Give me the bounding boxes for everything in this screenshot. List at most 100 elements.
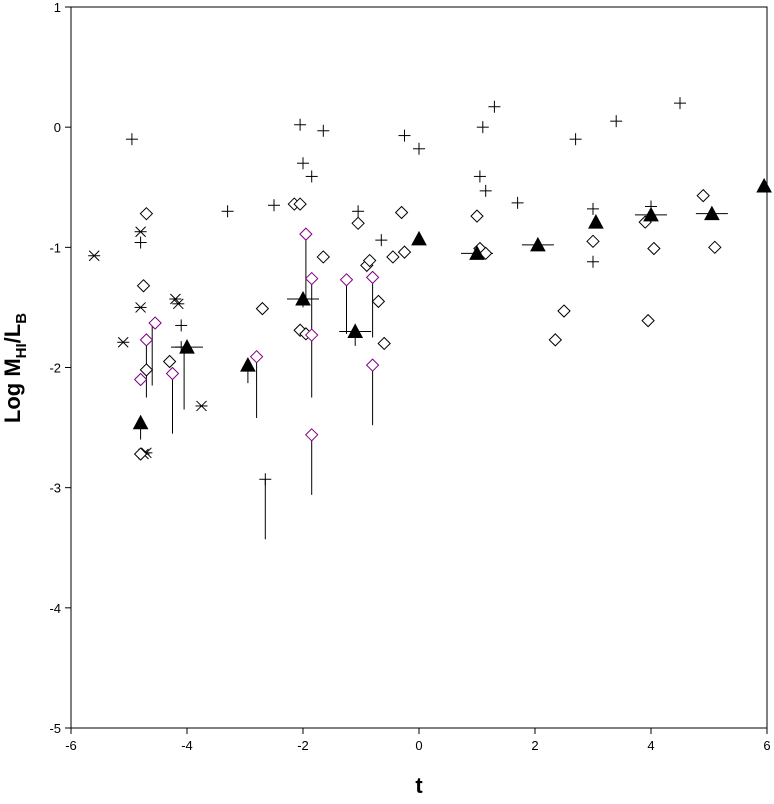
y-axis-title: Log MHI/LB [0, 313, 30, 423]
y-axis-title-sub1: HI [13, 343, 30, 358]
diamond-marker [139, 333, 154, 347]
x-tick-label: -6 [65, 738, 77, 753]
plus-marker [476, 121, 489, 134]
x-tick-label: 0 [415, 738, 422, 753]
triangle-marker [756, 177, 772, 193]
y-tick-label: -1 [49, 240, 61, 255]
triangle-marker [643, 206, 659, 222]
plus-marker [175, 319, 188, 332]
plus-marker [259, 473, 272, 486]
plot-area [70, 6, 768, 729]
plus-marker [352, 205, 365, 218]
y-axis-title-main: Log M [0, 358, 25, 423]
plus-marker [294, 118, 307, 131]
plus-marker [587, 255, 599, 268]
plus-marker [305, 170, 318, 183]
plus-marker [398, 129, 411, 142]
triangle-marker [469, 245, 485, 260]
plus-marker [317, 124, 330, 137]
x-tick-label: 2 [531, 738, 538, 753]
diamond-marker [470, 209, 484, 223]
triangle-marker [347, 323, 364, 338]
diamond-marker [647, 241, 661, 256]
triangle-marker [179, 339, 195, 354]
x-tick-label: -4 [181, 738, 193, 753]
plus-marker [610, 115, 623, 128]
plus-marker [674, 97, 686, 110]
diamond-marker [162, 354, 177, 369]
triangle-marker [240, 357, 256, 372]
diamond-marker [148, 316, 162, 330]
diamond-marker [133, 447, 148, 461]
diamond-marker [586, 234, 600, 249]
diamond-marker [641, 313, 655, 328]
diamond-marker [249, 349, 264, 364]
data-markers [88, 97, 772, 486]
diamond-marker [133, 372, 148, 387]
y-tick-label: -4 [49, 601, 61, 616]
y-axis-title-sep: /L [0, 324, 25, 344]
diamond-marker [386, 250, 400, 264]
plus-marker [479, 184, 492, 197]
asterisk-marker [134, 226, 147, 238]
triangle-marker [530, 236, 546, 252]
plus-marker [221, 205, 234, 218]
diamond-marker [293, 197, 307, 211]
plus-marker [511, 196, 524, 209]
plus-marker [473, 170, 486, 183]
plus-marker [488, 100, 501, 113]
triangle-marker [704, 205, 720, 221]
plus-marker [268, 199, 280, 212]
y-axis-title-sub2: B [13, 313, 30, 324]
plus-marker [134, 236, 147, 249]
diamond-marker [316, 250, 331, 264]
plus-marker [125, 133, 138, 146]
y-tick-label: 0 [54, 120, 61, 135]
y-tick-label: -2 [49, 361, 61, 376]
diamond-marker [377, 336, 391, 351]
diamond-marker [139, 206, 154, 221]
diamond-marker [362, 253, 377, 268]
y-tick-label: -5 [49, 721, 61, 736]
diamond-marker [478, 246, 493, 261]
error-bars [140, 213, 728, 540]
asterisk-marker [117, 336, 130, 348]
diamond-marker [136, 279, 151, 293]
diamond-marker [365, 358, 380, 372]
diamond-marker [304, 328, 319, 342]
diamond-marker [394, 205, 409, 220]
diamond-marker [365, 270, 380, 285]
diamond-marker [165, 366, 180, 381]
diamond-marker [557, 304, 571, 318]
diamond-marker [548, 333, 563, 347]
x-tick-label: -2 [297, 738, 309, 753]
diamond-marker [139, 363, 154, 377]
x-tick-label: 4 [647, 738, 654, 753]
diamond-marker [304, 271, 319, 286]
diamond-marker [304, 428, 319, 442]
diamond-marker [299, 227, 313, 241]
plus-marker [375, 234, 388, 247]
diamond-marker [371, 294, 386, 309]
x-axis-title: t [415, 773, 423, 798]
diamond-marker [339, 273, 354, 287]
asterisk-marker [172, 298, 185, 310]
diamond-marker [255, 301, 270, 316]
x-tick-label: 6 [763, 738, 770, 753]
y-tick-label: -3 [49, 481, 61, 496]
triangle-marker [295, 290, 311, 306]
plus-marker [413, 142, 425, 155]
diamond-marker [351, 216, 365, 231]
asterisk-marker [195, 400, 208, 412]
diamond-marker [397, 245, 412, 259]
asterisk-marker [134, 302, 147, 313]
triangle-marker [132, 414, 149, 430]
triangle-marker [588, 214, 604, 229]
plus-marker [569, 133, 582, 146]
plus-marker [587, 202, 599, 215]
triangle-marker [411, 230, 427, 246]
diamond-marker [708, 240, 722, 255]
axis-ticks: -6 -4 -2 0 2 4 6 1 0 -1 -2 -3 -4 -5 [49, 0, 770, 753]
asterisk-marker [88, 250, 101, 262]
